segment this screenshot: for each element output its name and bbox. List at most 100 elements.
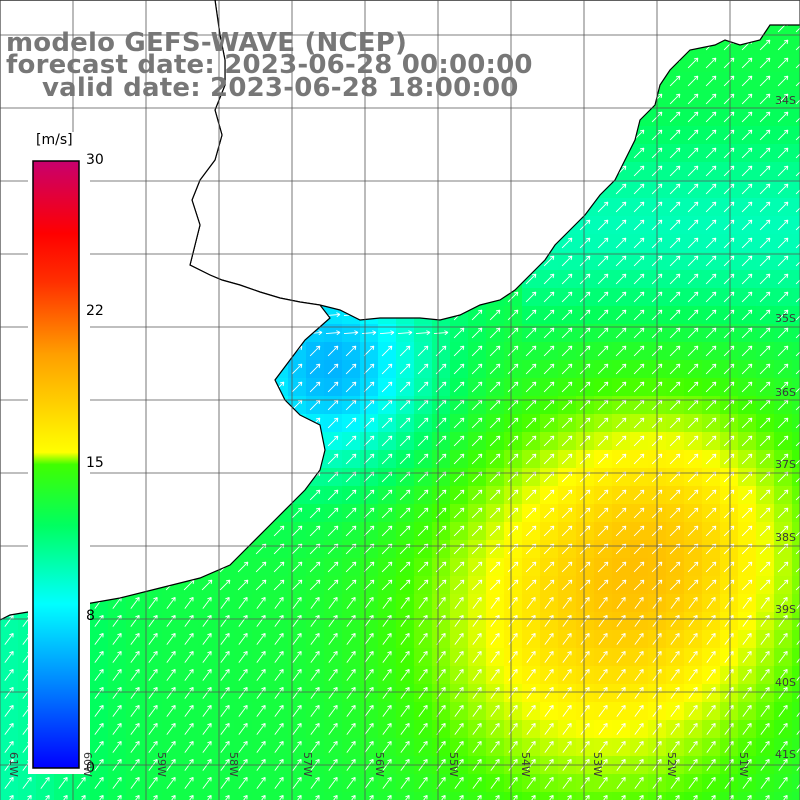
wind-arrow: [742, 632, 752, 645]
wind-arrow: [579, 237, 591, 249]
wind-arrow: [723, 237, 735, 249]
wind-arrow: [795, 45, 800, 51]
wind-arrow: [723, 291, 735, 303]
wind-arrow: [381, 579, 393, 591]
wind-arrow: [688, 722, 698, 735]
wind-arrow: [669, 219, 681, 231]
wind-arrow: [381, 453, 393, 465]
wind-arrow: [759, 183, 771, 195]
wind-arrow: [777, 147, 789, 159]
wind-arrow: [327, 561, 339, 573]
wind-arrow: [634, 596, 644, 609]
wind-arrow: [634, 668, 644, 681]
wind-arrow: [688, 686, 698, 699]
wind-arrow: [670, 704, 680, 717]
wind-arrow: [705, 435, 717, 447]
wind-arrow: [202, 740, 212, 753]
wind-arrow: [130, 668, 140, 681]
wind-arrow: [345, 435, 357, 447]
wind-arrow: [382, 686, 392, 699]
latitude-label: 38S: [775, 531, 796, 544]
wind-arrow: [27, 794, 32, 800]
wind-arrow: [706, 632, 716, 645]
wind-arrow: [274, 596, 284, 609]
wind-arrow: [687, 57, 699, 69]
wind-arrow: [579, 579, 591, 591]
wind-arrow: [706, 668, 716, 681]
wind-arrow: [525, 309, 537, 321]
wind-arrow: [741, 273, 753, 285]
wind-arrow: [364, 596, 374, 609]
wind-arrow: [795, 315, 800, 321]
wind-arrow: [256, 722, 266, 735]
wind-arrow: [202, 632, 212, 645]
wind-arrow: [525, 417, 537, 429]
wind-arrow: [148, 650, 158, 663]
wind-arrow: [633, 579, 645, 591]
wind-arrow: [777, 111, 789, 123]
wind-arrow: [309, 525, 321, 537]
wind-arrow: [382, 596, 392, 609]
wind-arrow: [508, 776, 518, 789]
wind-arrow: [723, 309, 735, 321]
wind-arrow: [711, 794, 716, 800]
wind-arrow: [471, 525, 483, 537]
wind-arrow: [741, 381, 753, 393]
wind-arrow: [400, 650, 410, 663]
wind-arrow: [633, 165, 645, 177]
wind-arrow: [723, 111, 735, 123]
wind-arrow: [759, 435, 771, 447]
wind-arrow: [4, 722, 14, 735]
wind-arrow: [292, 722, 302, 735]
wind-arrow: [490, 596, 500, 609]
wind-speed-cell: [792, 432, 800, 451]
wind-arrow: [633, 489, 645, 501]
wind-arrow: [453, 381, 465, 393]
wind-arrow: [166, 596, 176, 609]
wind-arrow: [687, 525, 699, 537]
wind-arrow: [777, 345, 789, 357]
wind-arrow: [598, 740, 608, 753]
wind-arrow: [333, 794, 338, 800]
wind-arrow: [760, 722, 770, 735]
wind-arrow: [777, 273, 789, 285]
wind-arrow: [543, 291, 555, 303]
title-model: modelo GEFS-WAVE (NCEP): [6, 28, 408, 58]
wind-arrow: [795, 585, 800, 591]
wind-arrow: [579, 309, 591, 321]
wind-arrow: [381, 489, 393, 501]
wind-speed-cell: [288, 792, 307, 800]
wind-arrow: [202, 596, 212, 609]
wind-arrow: [417, 489, 429, 501]
wind-arrow: [507, 291, 519, 303]
wind-arrow: [166, 704, 176, 717]
wind-arrow: [327, 579, 339, 591]
longitude-label: 60W: [81, 752, 94, 777]
wind-arrow: [543, 309, 555, 321]
wind-arrow: [562, 704, 572, 717]
wind-arrow: [795, 63, 800, 69]
wind-arrow: [579, 219, 591, 231]
wind-arrow: [723, 147, 735, 159]
wind-arrow: [274, 650, 284, 663]
wind-speed-cell: [792, 774, 800, 793]
wind-speed-cell: [792, 234, 800, 253]
wind-arrow: [220, 722, 230, 735]
wind-speed-cell: [252, 792, 271, 800]
wind-arrow: [741, 525, 753, 537]
wind-arrow: [633, 237, 645, 249]
wind-arrow: [489, 435, 501, 447]
wind-arrow: [454, 650, 464, 663]
wind-arrow: [327, 453, 339, 465]
wind-arrow: [471, 579, 483, 591]
wind-arrow: [616, 632, 626, 645]
wind-arrow: [759, 507, 771, 519]
wind-arrow: [525, 327, 537, 339]
wind-arrow: [417, 363, 429, 375]
wind-speed-cell: [792, 396, 800, 415]
wind-arrow: [759, 453, 771, 465]
wind-arrow: [687, 345, 699, 357]
wind-arrow: [562, 668, 572, 681]
wind-arrow: [130, 650, 140, 663]
wind-arrow: [309, 579, 321, 591]
